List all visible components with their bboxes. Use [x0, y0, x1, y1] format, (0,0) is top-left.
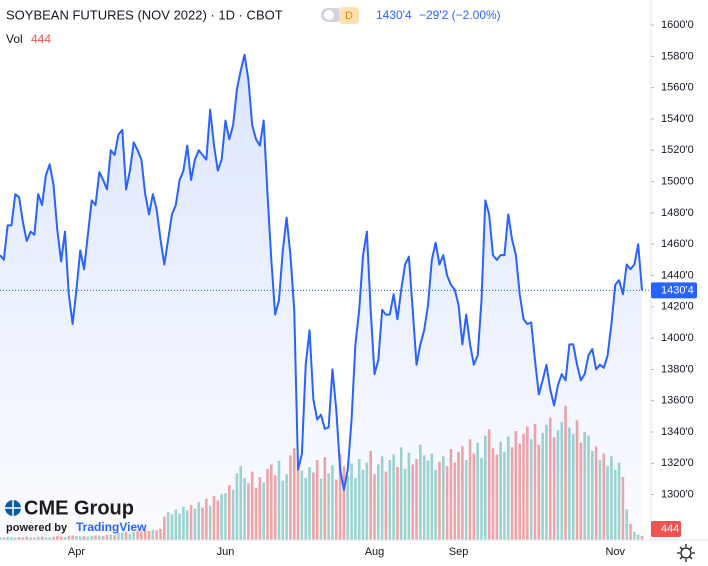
x-tick-label: Sep	[449, 546, 469, 558]
y-tick-label: 1560'0	[661, 82, 694, 94]
settings-rays	[677, 544, 695, 562]
y-tick-label: 1360'0	[661, 395, 694, 407]
interval-badge[interactable]	[339, 7, 359, 24]
provider: TradingView	[76, 520, 147, 534]
volume-legend-label: Vol	[6, 32, 23, 46]
y-tick-label: 1380'0	[661, 363, 694, 375]
y-tick-label: 1300'0	[661, 489, 694, 501]
settings-icon[interactable]	[677, 544, 695, 562]
price-line	[0, 53, 643, 491]
last-price-box	[651, 282, 697, 299]
last-volume-box	[651, 521, 681, 537]
x-tick-label: Jun	[217, 546, 235, 558]
y-tick-label: 1340'0	[661, 426, 694, 438]
y-tick-label: 1440'0	[661, 269, 694, 281]
toggle-knob	[324, 10, 334, 20]
price-change: −29'2 (−2.00%)	[419, 8, 501, 22]
interval-badge-text: D	[345, 10, 353, 22]
y-tick-label: 1320'0	[661, 457, 694, 469]
last-price-box-label: 1430'4	[661, 284, 694, 296]
y-tick-label: 1500'0	[661, 175, 694, 187]
y-tick-label: 1400'0	[661, 332, 694, 344]
chart-title: SOYBEAN FUTURES (NOV 2022) · 1D · CBOT	[6, 7, 283, 22]
logo-text: CME Group	[24, 497, 134, 519]
settings-ring	[680, 547, 692, 559]
last-price: 1430'4	[376, 8, 412, 22]
volume-legend-value: 444	[31, 32, 51, 46]
x-tick-label: Nov	[605, 546, 625, 558]
x-tick-label: Apr	[68, 546, 85, 558]
x-tick-label: Aug	[365, 546, 385, 558]
logo-globe-lines	[5, 500, 21, 516]
y-tick-label: 1420'0	[661, 301, 694, 313]
powered-by: powered by	[6, 522, 68, 534]
logo: CME Group powered by TradingView	[5, 497, 147, 534]
y-tick-label: 1520'0	[661, 144, 694, 156]
y-tick-label: 1600'0	[661, 19, 694, 31]
plot-layer	[0, 53, 651, 540]
y-tick-label: 1460'0	[661, 238, 694, 250]
y-tick-label: 1580'0	[661, 50, 694, 62]
price-area	[0, 54, 642, 540]
y-tick-label: 1540'0	[661, 113, 694, 125]
last-volume-box-label: 444	[661, 523, 679, 535]
y-tick-label: 1480'0	[661, 207, 694, 219]
